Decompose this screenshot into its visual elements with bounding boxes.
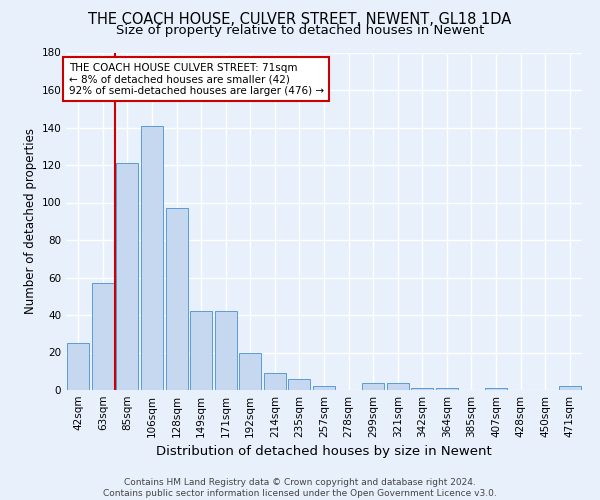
Bar <box>92 283 114 390</box>
Bar <box>166 208 188 390</box>
Bar <box>264 373 286 390</box>
X-axis label: Distribution of detached houses by size in Newent: Distribution of detached houses by size … <box>156 446 492 458</box>
Y-axis label: Number of detached properties: Number of detached properties <box>24 128 37 314</box>
Bar <box>386 382 409 390</box>
Bar <box>559 386 581 390</box>
Text: THE COACH HOUSE CULVER STREET: 71sqm
← 8% of detached houses are smaller (42)
92: THE COACH HOUSE CULVER STREET: 71sqm ← 8… <box>68 62 324 96</box>
Bar <box>190 311 212 390</box>
Bar <box>116 163 139 390</box>
Text: Size of property relative to detached houses in Newent: Size of property relative to detached ho… <box>116 24 484 37</box>
Text: THE COACH HOUSE, CULVER STREET, NEWENT, GL18 1DA: THE COACH HOUSE, CULVER STREET, NEWENT, … <box>88 12 512 28</box>
Bar <box>313 386 335 390</box>
Bar <box>436 388 458 390</box>
Bar <box>485 388 507 390</box>
Bar <box>215 311 237 390</box>
Bar <box>362 382 384 390</box>
Bar <box>289 379 310 390</box>
Text: Contains HM Land Registry data © Crown copyright and database right 2024.
Contai: Contains HM Land Registry data © Crown c… <box>103 478 497 498</box>
Bar <box>239 352 262 390</box>
Bar <box>67 343 89 390</box>
Bar <box>411 388 433 390</box>
Bar <box>141 126 163 390</box>
